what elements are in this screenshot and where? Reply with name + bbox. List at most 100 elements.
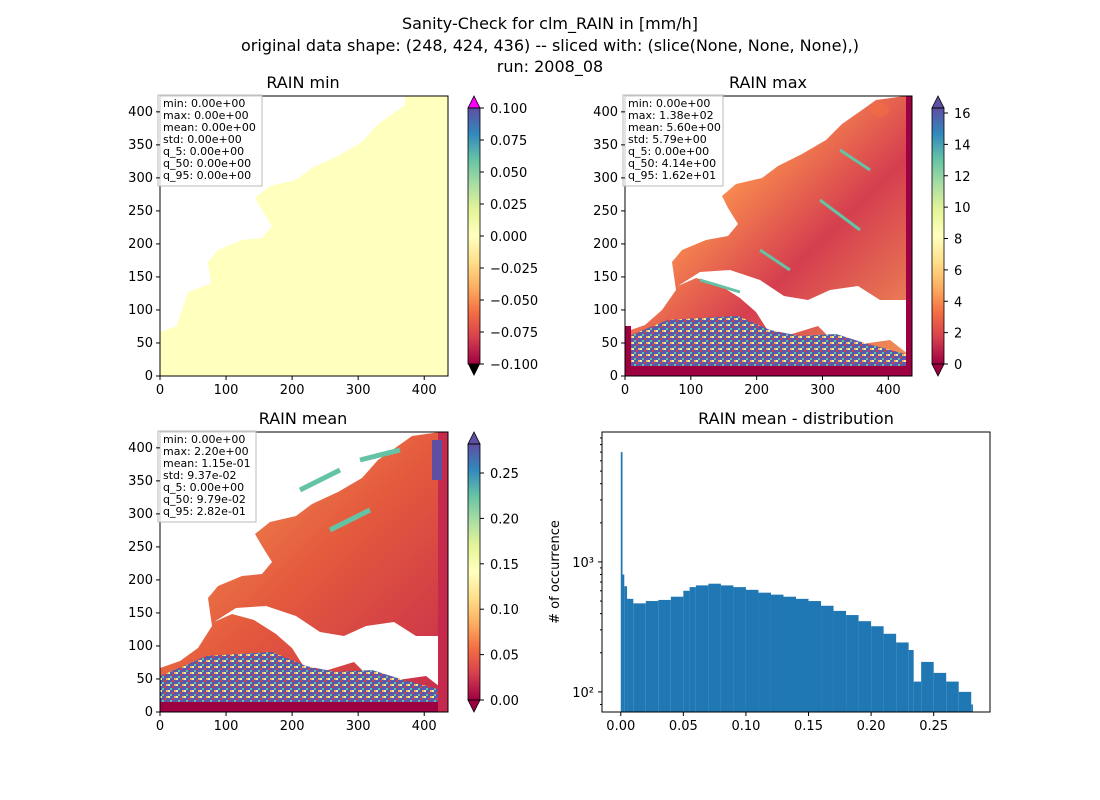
stat-line: min: 0.00e+00 — [163, 97, 245, 110]
y-tick-label: 250 — [128, 540, 153, 555]
map-mean-frame — [159, 431, 449, 713]
hist-bar — [896, 642, 909, 712]
x-tick-label: 0 — [156, 719, 164, 734]
colorbar-tick-label: 0.05 — [490, 649, 519, 664]
colorbar-tick-label: 8 — [954, 233, 962, 248]
stats-lines-mean: min: 0.00e+00 max: 2.20e+00 mean: 1.15e-… — [163, 433, 251, 518]
stats-box-max — [622, 94, 724, 187]
hist-bar — [745, 589, 759, 712]
hist-bar — [946, 681, 959, 712]
colorbar-tick-label: 0.15 — [490, 558, 519, 573]
y-tick-label: 150 — [128, 606, 153, 621]
hist-bar — [833, 610, 847, 712]
y-tick-label: 0 — [145, 369, 153, 384]
panel-max-title: RAIN max — [729, 73, 807, 92]
colorbar-tick-label: 16 — [954, 107, 971, 122]
y-tick-label: 100 — [593, 303, 618, 318]
stat-line: q_95: 1.62e+01 — [628, 169, 716, 182]
x-tick-label: 300 — [346, 383, 371, 398]
colorbar-mean-over-extend — [467, 431, 481, 445]
x-tick-label: 100 — [214, 383, 239, 398]
panel-rain-mean: RAIN mean min: 0.00e+00 max: 2.20e+00 me… — [157, 409, 481, 713]
y-tick-label: 300 — [593, 171, 618, 186]
colorbar-tick-label: 12 — [954, 170, 971, 185]
hist-bar — [858, 621, 872, 712]
stat-line: min: 0.00e+00 — [163, 433, 245, 446]
stats-box-min — [157, 94, 263, 187]
stat-line: mean: 5.60e+00 — [628, 121, 721, 134]
hist-bar — [808, 601, 822, 712]
stat-line: mean: 1.15e-01 — [163, 457, 251, 470]
hist-x-tick-label: 0.15 — [794, 719, 823, 734]
hist-bar — [783, 596, 796, 712]
map-min-frame — [159, 95, 449, 377]
panel-mean-title: RAIN mean — [259, 409, 348, 428]
hist-bar — [645, 601, 659, 712]
colorbar-tick-label: 10 — [954, 201, 971, 216]
y-tick-label: 0 — [610, 369, 618, 384]
colorbar-tick-label: 0.075 — [490, 134, 527, 149]
colorbar-tick-label: 0.10 — [490, 603, 519, 618]
colorbar-tick-label: 0.025 — [490, 198, 527, 213]
y-tick-label: 400 — [128, 441, 153, 456]
stat-line: max: 1.38e+02 — [628, 109, 714, 122]
hist-bar — [658, 599, 671, 712]
hist-bar — [624, 586, 628, 712]
hist-bar — [921, 661, 934, 712]
hist-bar — [770, 594, 784, 712]
hist-frame — [601, 431, 991, 713]
y-tick-label: 200 — [128, 573, 153, 588]
x-tick-label: 300 — [346, 719, 371, 734]
stat-line: max: 0.00e+00 — [163, 109, 249, 122]
stat-line: min: 0.00e+00 — [628, 97, 710, 110]
y-tick-label: 250 — [128, 204, 153, 219]
figure-title-line1: Sanity-Check for clm_RAIN in [mm/h] — [402, 14, 698, 34]
stat-line: std: 9.37e-02 — [163, 469, 236, 482]
x-tick-label: 0 — [156, 383, 164, 398]
hist-bar — [913, 681, 922, 712]
stat-line: q_50: 0.00e+00 — [163, 157, 251, 170]
map-min-image — [160, 96, 448, 376]
hist-bar — [971, 704, 973, 712]
stat-line: q_5: 0.00e+00 — [628, 145, 709, 158]
stats-lines-max: min: 0.00e+00 max: 1.38e+02 mean: 5.60e+… — [628, 97, 721, 182]
hist-x-tick-label: 0.10 — [731, 719, 760, 734]
y-tick-label: 100 — [128, 303, 153, 318]
figure-title-line3: run: 2008_08 — [497, 57, 603, 77]
stat-line: q_50: 4.14e+00 — [628, 157, 716, 170]
hist-bar — [871, 626, 884, 712]
colorbar-tick-label: 6 — [954, 264, 962, 279]
colorbar-tick-label: 0.20 — [490, 512, 519, 527]
y-tick-label: 350 — [128, 474, 153, 489]
stats-box-mean — [157, 430, 257, 523]
map-max-image — [625, 96, 912, 376]
colorbar-min-under-extend — [468, 364, 480, 376]
stat-line: q_50: 9.79e-02 — [163, 493, 246, 506]
hist-bar — [908, 650, 914, 712]
hist-bar — [758, 592, 771, 712]
colorbar-tick-label: 0.050 — [490, 166, 527, 181]
stat-line: std: 5.79e+00 — [628, 133, 707, 146]
hist-bar — [958, 691, 972, 712]
hist-x-tick-label: 0.05 — [669, 719, 698, 734]
y-tick-label: 150 — [128, 270, 153, 285]
colorbar-tick-label: −0.100 — [490, 358, 538, 373]
colorbar-tick-label: 0.00 — [490, 694, 519, 709]
hist-bar — [627, 598, 634, 712]
y-tick-label: 50 — [136, 672, 153, 687]
stat-line: mean: 0.00e+00 — [163, 121, 256, 134]
hist-bar — [695, 585, 709, 712]
x-tick-label: 0 — [621, 383, 629, 398]
colorbar-tick-label: 2 — [954, 327, 962, 342]
hist-bars — [620, 452, 973, 712]
colorbar-tick-label: 4 — [954, 295, 962, 310]
panel-rain-distribution: RAIN mean - distribution 0.00 0.05 0.10 0.1… — [548, 409, 991, 734]
colorbar-tick-label: −0.075 — [490, 326, 538, 341]
hist-bar — [846, 615, 859, 712]
y-tick-label: 200 — [128, 237, 153, 252]
hist-bar — [720, 585, 734, 712]
stat-line: q_5: 0.00e+00 — [163, 481, 244, 494]
stat-line: q_5: 0.00e+00 — [163, 145, 244, 158]
y-tick-label: 100 — [128, 639, 153, 654]
